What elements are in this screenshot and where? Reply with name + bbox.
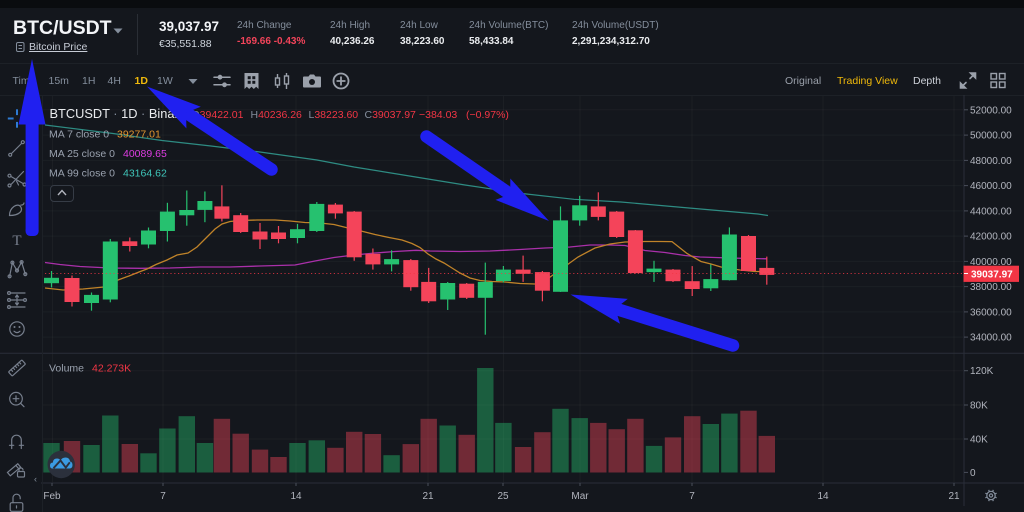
svg-text:T: T <box>12 233 21 249</box>
svg-text:39277.01: 39277.01 <box>117 129 161 141</box>
svg-text:39037.97: 39037.97 <box>971 270 1013 281</box>
svg-text:25: 25 <box>497 491 509 502</box>
svg-text:14: 14 <box>817 491 829 502</box>
svg-text:44000.00: 44000.00 <box>970 206 1012 217</box>
svg-text:BTCUSDT · 1D · Binance: BTCUSDT · 1D · Binance <box>50 106 196 121</box>
svg-text:43164.62: 43164.62 <box>123 168 167 180</box>
svg-text:40000.00: 40000.00 <box>970 257 1012 268</box>
svg-text:H40236.26: H40236.26 <box>251 109 303 121</box>
svg-text:Mar: Mar <box>571 491 589 502</box>
svg-text:14: 14 <box>290 491 302 502</box>
svg-text:Feb: Feb <box>43 491 61 502</box>
svg-text:7: 7 <box>689 491 695 502</box>
svg-text:52000.00: 52000.00 <box>970 105 1012 116</box>
svg-text:48000.00: 48000.00 <box>970 156 1012 167</box>
svg-text:7: 7 <box>160 491 166 502</box>
svg-text:L38223.60: L38223.60 <box>309 109 359 121</box>
svg-text:42.273K: 42.273K <box>92 363 131 375</box>
svg-text:36000.00: 36000.00 <box>970 307 1012 318</box>
svg-text:0: 0 <box>970 468 976 479</box>
svg-text:21: 21 <box>948 491 960 502</box>
svg-text:21: 21 <box>422 491 434 502</box>
svg-text:40K: 40K <box>970 435 988 446</box>
svg-text:MA 25 close 0: MA 25 close 0 <box>49 148 115 160</box>
svg-text:46000.00: 46000.00 <box>970 181 1012 192</box>
svg-text:Volume: Volume <box>49 363 84 375</box>
svg-text:120K: 120K <box>970 366 994 377</box>
svg-text:‹: ‹ <box>34 474 37 484</box>
svg-text:MA 99 close 0: MA 99 close 0 <box>49 168 115 180</box>
svg-text:50000.00: 50000.00 <box>970 131 1012 142</box>
svg-text:34000.00: 34000.00 <box>970 333 1012 344</box>
svg-text:38000.00: 38000.00 <box>970 282 1012 293</box>
svg-text:40089.65: 40089.65 <box>123 148 167 160</box>
svg-text:42000.00: 42000.00 <box>970 232 1012 243</box>
svg-text:C39037.97: C39037.97 <box>365 109 417 121</box>
svg-text:80K: 80K <box>970 401 988 412</box>
svg-text:(−0.97%): (−0.97%) <box>466 109 509 121</box>
svg-text:MA 7 close 0: MA 7 close 0 <box>49 129 109 141</box>
svg-text:O39422.01: O39422.01 <box>192 109 244 121</box>
svg-text:−384.03: −384.03 <box>419 109 457 121</box>
